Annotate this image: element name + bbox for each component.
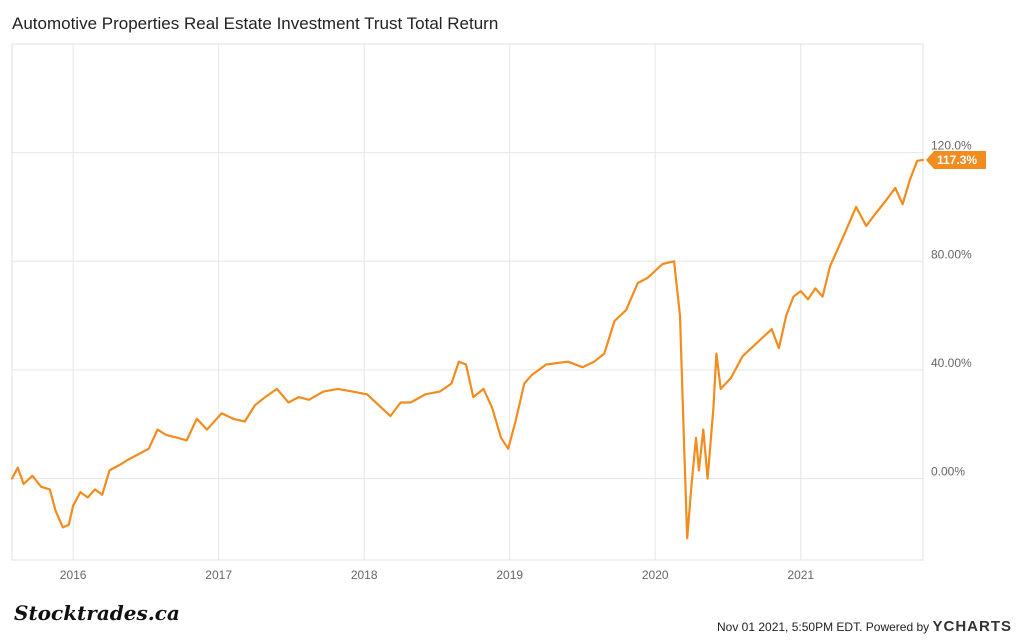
x-tick-label: 2018 [351,568,378,582]
last-value-badge: 117.3% [926,150,986,169]
brand-logo: Stocktrades.ca [14,601,180,625]
footer-timestamp: Nov 01 2021, 5:50PM EDT. [717,620,863,634]
chart-title: Automotive Properties Real Estate Invest… [12,14,499,33]
y-tick-label: 80.00% [931,247,972,261]
footer-powered-by: Powered by [865,620,930,634]
last-value-badge-shape [926,150,986,169]
x-axis-ticks: 2016 2017 2018 2019 2020 2021 [60,568,815,582]
last-value-label: 117.3% [937,153,977,167]
plot-frame [11,43,924,561]
y-axis-ticks: 0.00% 40.00% 80.00% 120.0% [931,139,972,479]
x-tick-label: 2017 [205,568,232,582]
x-tick-label: 2019 [496,568,523,582]
x-tick-label: 2021 [787,568,814,582]
series-line [10,158,925,540]
y-tick-label: 0.00% [931,465,965,479]
grid [12,44,923,560]
x-tick-label: 2016 [60,568,87,582]
provider-logo[interactable]: YCHARTS [932,618,1012,635]
y-tick-label: 40.00% [931,356,972,370]
footer: Nov 01 2021, 5:50PM EDT. Powered by YCHA… [717,618,1012,635]
line-chart: 0.00% 40.00% 80.00% 120.0% 2016 2017 2018 2019… [10,43,986,582]
y-tick-label: 120.0% [931,139,972,153]
x-tick-label: 2020 [642,568,669,582]
